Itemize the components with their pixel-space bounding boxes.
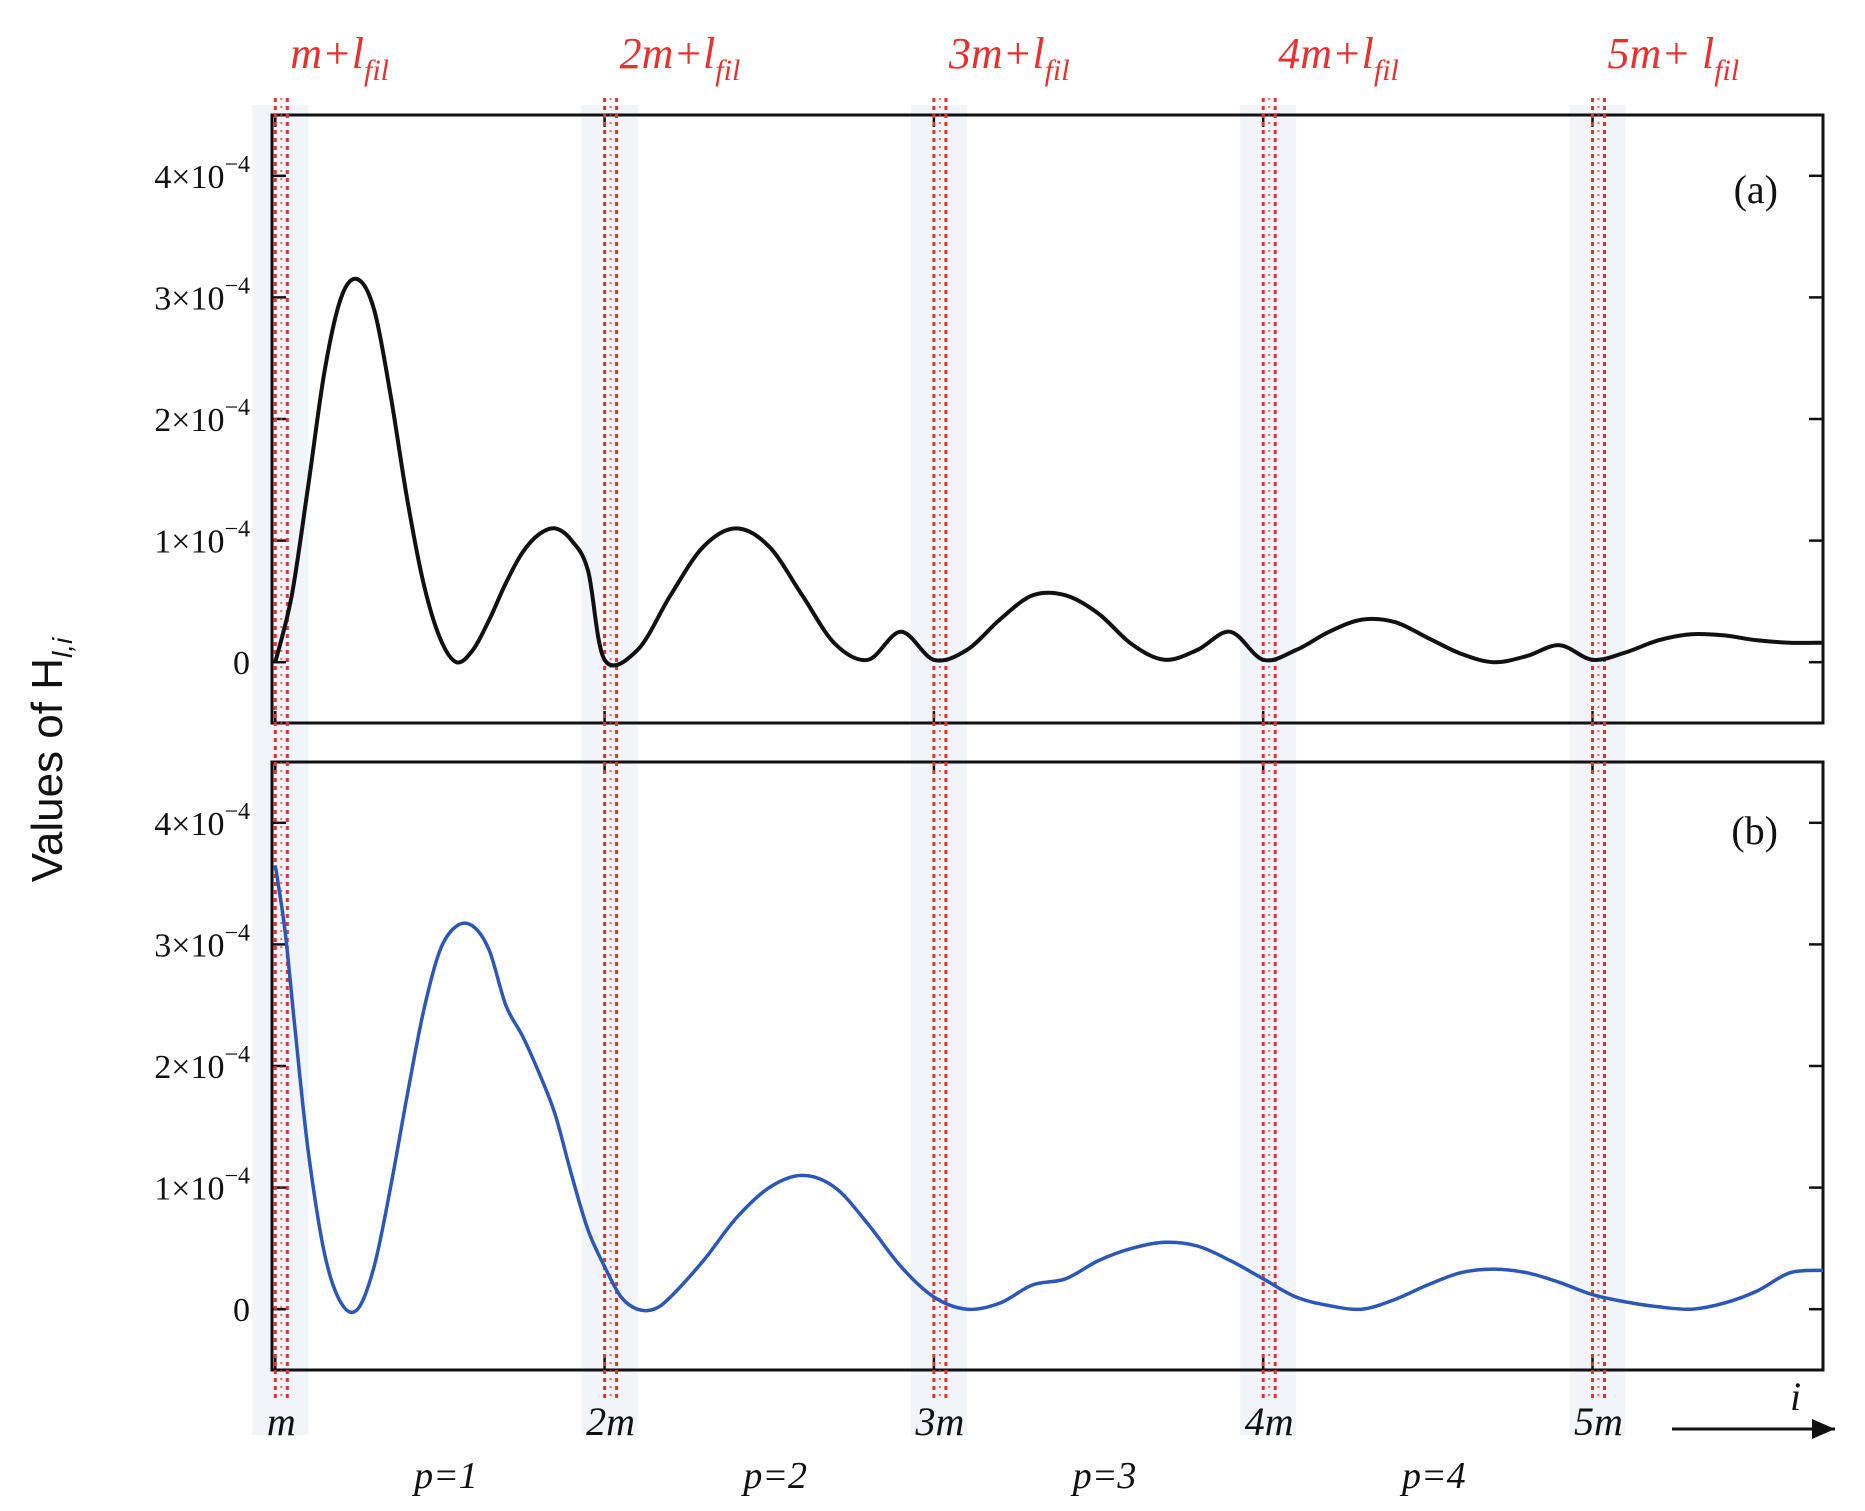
x-tick-label: 4m [1245,1399,1294,1444]
panel-b-tag: (b) [1731,808,1778,853]
x-tick-label: 5m [1574,1399,1623,1444]
y-tick-label: 3×10−4 [154,273,250,317]
y-tick-label: 4×10−4 [154,152,250,196]
top-marker-label: 3m+lfil [948,29,1070,87]
period-label: p=4 [1399,1455,1466,1497]
x-tick-label: m [267,1399,296,1444]
x-tick-label: 3m [914,1399,964,1444]
y-tick-label: 3×10−4 [154,920,250,964]
top-marker-label: m+lfil [290,29,389,87]
y-tick-label: 0 [233,645,250,682]
y-tick-label: 1×10−4 [154,517,250,561]
top-marker-label: 4m+lfil [1278,29,1399,87]
panel-a-tag: (a) [1734,167,1778,212]
x-tick-label: 2m [586,1399,635,1444]
panel-b-curve [273,865,1824,1315]
top-marker-label: 2m+lfil [620,29,741,87]
marker-lines [273,98,1606,1400]
x-tick-labels: m 2m 3m 4m 5m [267,1399,1623,1444]
y-tick-label: 1×10−4 [154,1164,250,1208]
x-axis-label: i [1790,1374,1801,1419]
period-label: p=1 [411,1455,478,1497]
y-tick-label: 4×10−4 [154,799,250,843]
panel-a-curve [273,276,1824,668]
y-axis-title: Values of Hl,i [23,637,78,882]
y-tick-label: 2×10−4 [154,395,250,439]
y-tick-label: 0 [233,1292,250,1329]
period-label: p=3 [1070,1455,1137,1497]
period-label: p=2 [740,1455,807,1497]
x-axis-arrowhead [1812,1419,1835,1439]
top-marker-label: 5m+ lfil [1607,29,1739,87]
y-tick-labels: 0 1×10−4 2×10−4 3×10−4 4×10−4 0 1×10−4 2×10−4 3×… [154,152,250,1329]
y-tick-label: 2×10−4 [154,1042,250,1086]
top-marker-labels: m+lfil 2m+lfil 3m+lfil 4m+lfil 5m+ lfil [290,29,1739,87]
period-labels: p=1 p=2 p=3 p=4 [411,1455,1466,1497]
